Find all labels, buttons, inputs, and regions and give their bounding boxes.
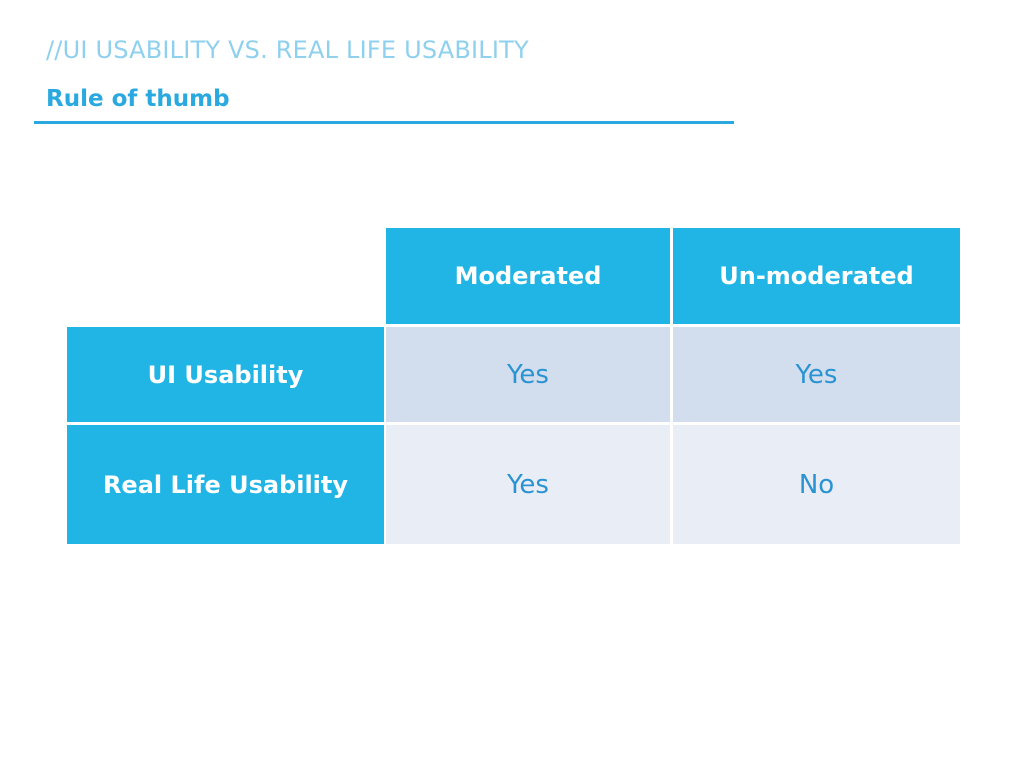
row-header-ui-usability: UI Usability bbox=[67, 327, 384, 422]
slide-heading: //UI USABILITY VS. REAL LIFE USABILITY bbox=[46, 36, 529, 64]
table-cell: Yes bbox=[386, 425, 670, 544]
row-header-real-life-usability: Real Life Usability bbox=[67, 425, 384, 544]
table-cell: Yes bbox=[386, 327, 670, 422]
column-header-moderated: Moderated bbox=[386, 228, 670, 324]
table-cell: No bbox=[673, 425, 960, 544]
comparison-table: Moderated Un-moderated UI Usability Yes … bbox=[67, 228, 960, 544]
table-cell: Yes bbox=[673, 327, 960, 422]
heading-divider bbox=[34, 121, 734, 124]
slide-subheading: Rule of thumb bbox=[46, 86, 230, 112]
column-header-unmoderated: Un-moderated bbox=[673, 228, 960, 324]
